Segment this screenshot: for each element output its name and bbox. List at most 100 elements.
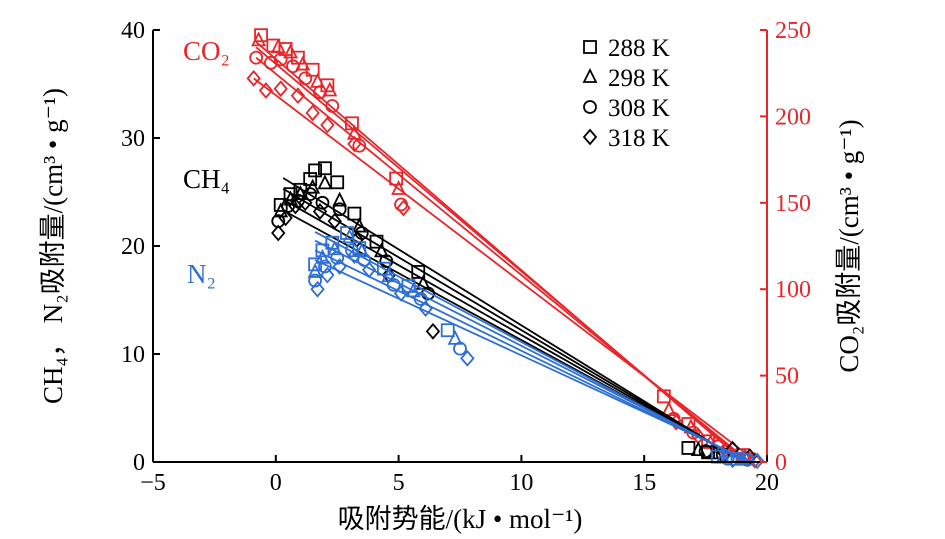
y-right-tick-label: 150 [775, 191, 811, 217]
x-tick-label: 5 [393, 470, 405, 496]
data-point-triangle [391, 179, 407, 195]
data-point-diamond [312, 203, 328, 220]
data-point-circle [413, 292, 428, 306]
y-right-tick-label: 200 [775, 104, 811, 130]
y-right-axis-title: CO₂吸附量/(cm³ • g⁻¹) [834, 119, 864, 372]
data-point-diamond [425, 322, 441, 340]
data-point-diamond [749, 452, 765, 470]
data-point-circle [325, 99, 340, 113]
axes [152, 30, 768, 463]
data-point-circle [330, 250, 345, 265]
data-point-circle [357, 253, 372, 267]
legend-marker-triangle [582, 67, 598, 83]
data-point-diamond [332, 258, 347, 275]
data-point-square [330, 175, 345, 190]
data-point-diamond [271, 224, 286, 242]
x-tick-label: −5 [140, 470, 166, 496]
data-point-diamond [246, 70, 261, 87]
data-point-circle [313, 85, 327, 100]
data-point-diamond [327, 212, 342, 230]
data-point-triangle [317, 174, 333, 190]
data-point-diamond [725, 451, 740, 469]
series-label: CO₂ [183, 36, 230, 66]
x-tick-label: 15 [632, 470, 656, 496]
data-point-triangle [405, 282, 421, 298]
data-point-circle [273, 52, 288, 67]
y-right-tick-label: 50 [775, 364, 799, 390]
data-point-circle [249, 50, 264, 65]
data-point-circle [308, 273, 322, 288]
data-point-diamond [305, 104, 320, 122]
data-point-circle [332, 202, 347, 217]
data-point-circle [386, 277, 401, 292]
data-point-diamond [273, 80, 288, 98]
data-point-diamond [310, 280, 325, 298]
fit-line [282, 187, 734, 457]
data-point-circle [345, 243, 359, 258]
data-point-circle [315, 195, 330, 210]
data-point-square [340, 226, 354, 240]
legend-label: 318 K [608, 125, 670, 152]
y-left-tick-label: 10 [121, 342, 145, 368]
fit-line [314, 259, 751, 462]
data-point-triangle [342, 228, 357, 244]
data-point-square [318, 161, 332, 176]
data-point-triangle [351, 217, 367, 233]
labels: 吸附势能/(kJ • mol⁻¹) CH₄， N₂吸附量/(cm³ • g⁻¹)… [38, 88, 864, 534]
data-point-diamond [320, 266, 335, 284]
data-point-triangle [295, 55, 311, 71]
data-point-triangle [690, 441, 706, 457]
legend-label: 288 K [608, 35, 670, 62]
data-point-triangle [251, 31, 267, 47]
data-point-triangle [305, 178, 321, 194]
y-right-tick-label: 250 [775, 18, 811, 44]
legend-label: 298 K [608, 65, 670, 92]
y-left-tick-label: 0 [133, 450, 145, 476]
y-left-tick-label: 40 [121, 18, 145, 44]
y-left-tick-label: 20 [121, 234, 145, 260]
data-point-diamond [347, 247, 362, 265]
data-point-triangle [270, 38, 286, 54]
data-point-diamond [460, 349, 475, 367]
series-group-0 [246, 28, 762, 469]
y-right-tick-label: 100 [775, 277, 811, 303]
y-right-tick-label: 0 [775, 450, 787, 476]
x-tick-label: 10 [509, 470, 533, 496]
fit-line [253, 77, 756, 461]
data-point-diamond [747, 451, 762, 469]
data-point-circle [298, 71, 313, 86]
data-point-diamond [258, 82, 274, 99]
data-point-circle [453, 341, 467, 356]
data-point-diamond [278, 209, 293, 227]
series-label: N₂ [187, 259, 216, 289]
fit-line [255, 56, 748, 461]
series-label: CH₄ [183, 164, 230, 194]
data-point-circle [291, 193, 305, 208]
data-point-triangle [327, 240, 343, 256]
data-point-square [347, 206, 362, 221]
plot-area [246, 28, 765, 470]
data-point-triangle [283, 43, 298, 59]
data-point-diamond [347, 135, 362, 153]
data-point-square [320, 78, 335, 93]
data-point-square [440, 323, 455, 338]
fit-line [314, 239, 746, 461]
data-point-triangle [307, 262, 323, 278]
legend-label: 308 K [608, 95, 670, 122]
data-point-diamond [290, 87, 306, 105]
data-point-diamond [393, 285, 409, 302]
x-tick-label: 20 [755, 470, 779, 496]
legend-marker-circle [583, 100, 597, 114]
data-point-square [254, 28, 268, 43]
legend: 288 K 298 K 308 K 318 K [582, 35, 670, 152]
series-labels: CO₂ CH₄ N₂ [183, 36, 230, 289]
legend-marker-diamond [582, 128, 598, 146]
data-point-square [308, 257, 322, 272]
y-left-axis-title: CH₄， N₂吸附量/(cm³ • g⁻¹) [38, 88, 68, 404]
data-point-circle [286, 59, 300, 74]
legend-marker-square [583, 40, 597, 54]
data-point-circle [740, 452, 755, 467]
data-point-circle [352, 138, 367, 153]
